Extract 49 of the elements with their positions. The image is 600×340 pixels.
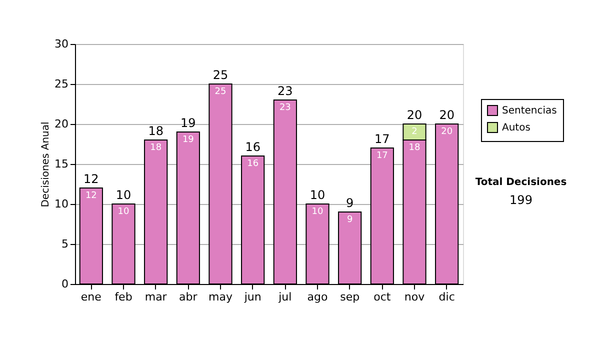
x-tick-label: ago bbox=[307, 290, 328, 304]
x-tick-label: oct bbox=[374, 290, 392, 304]
x-tick-label: jul bbox=[278, 290, 292, 304]
y-tick-label: 30 bbox=[54, 38, 68, 50]
data-label: 10 bbox=[312, 207, 324, 217]
data-label: 16 bbox=[247, 159, 259, 169]
text: 199 bbox=[510, 193, 532, 207]
y-tick-label: 0 bbox=[62, 278, 68, 290]
data-label: 18 bbox=[150, 143, 162, 153]
total-label: 12 bbox=[84, 172, 99, 186]
total-label: 20 bbox=[439, 108, 454, 122]
text: Total Decisiones bbox=[475, 177, 567, 188]
data-label: 18 bbox=[408, 143, 420, 153]
data-label: 2 bbox=[412, 127, 418, 137]
y-axis-title: Decisiones Anual bbox=[40, 122, 52, 208]
y-tick-label: 15 bbox=[54, 158, 68, 170]
y-tick-label: 25 bbox=[54, 78, 68, 90]
total-label: 10 bbox=[116, 188, 132, 202]
data-label: 25 bbox=[214, 87, 226, 97]
legend-label: Sentencias bbox=[502, 106, 557, 116]
x-tick-label: may bbox=[208, 290, 233, 304]
x-tick-label: nov bbox=[404, 290, 426, 304]
total-label: 17 bbox=[374, 132, 390, 146]
total-label: 16 bbox=[245, 140, 260, 154]
data-label: 17 bbox=[376, 151, 388, 161]
x-tick-label: sep bbox=[340, 290, 360, 304]
x-tick-label: mar bbox=[144, 290, 168, 304]
data-label: 9 bbox=[346, 215, 353, 225]
total-label: 23 bbox=[278, 84, 293, 98]
x-tick-label: abr bbox=[179, 290, 198, 304]
total-label: 18 bbox=[148, 124, 164, 138]
total-label: 20 bbox=[406, 108, 422, 122]
x-tick-label: feb bbox=[114, 290, 132, 304]
total-label: 25 bbox=[212, 68, 228, 82]
x-tick-label: dic bbox=[438, 290, 455, 304]
total-label: 9 bbox=[346, 196, 354, 210]
x-tick-label: ene bbox=[80, 290, 102, 304]
x-tick-label: jun bbox=[243, 290, 262, 304]
legend-label: Autos bbox=[502, 122, 530, 134]
data-label: 23 bbox=[279, 103, 291, 113]
y-tick-label: 20 bbox=[54, 118, 68, 130]
data-label: 10 bbox=[118, 207, 130, 217]
data-label: 20 bbox=[441, 127, 453, 137]
total-label: 19 bbox=[180, 116, 196, 130]
data-label: 12 bbox=[85, 191, 97, 201]
y-tick-label: 10 bbox=[54, 198, 68, 210]
y-tick-label: 5 bbox=[62, 238, 68, 250]
data-label: 19 bbox=[182, 135, 194, 145]
total-label: 10 bbox=[310, 188, 326, 202]
